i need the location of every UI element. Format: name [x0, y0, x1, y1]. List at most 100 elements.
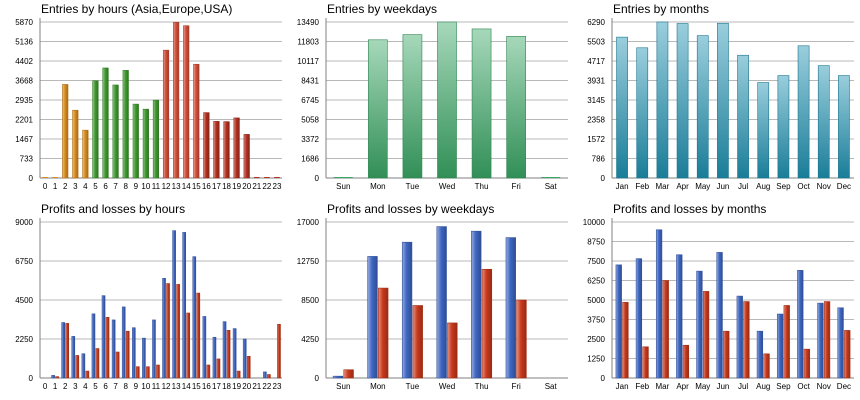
x-tick-label: Fri: [511, 382, 521, 391]
y-tick-label: 5058: [301, 116, 319, 125]
bar: [636, 47, 649, 179]
bar: [186, 312, 191, 379]
bar: [763, 353, 770, 379]
x-tick-label: Sat: [545, 182, 558, 191]
y-tick-label: 8750: [587, 238, 605, 247]
x-tick-label: Wed: [439, 182, 455, 191]
chart-title: Entries by hours (Asia,Europe,USA): [41, 2, 233, 16]
chart-svg: 0 1250 2500 3750 5000 6250 7500 8750 10000 Jan Feb…: [583, 218, 854, 391]
x-tick-label: Jan: [616, 382, 629, 391]
y-tick-label: 0: [601, 174, 606, 183]
y-tick-label: 6745: [301, 96, 319, 105]
chart-title: Profits and losses by weekdays: [327, 202, 495, 216]
x-tick-label: 0: [43, 182, 48, 191]
bar: [243, 134, 250, 179]
x-tick-label: 6: [103, 182, 108, 191]
bar: [193, 63, 200, 179]
bar: [696, 35, 709, 179]
bar: [71, 336, 76, 379]
x-tick-label: 11: [152, 182, 161, 191]
bar: [172, 230, 176, 379]
y-tick-label: 2500: [587, 335, 605, 344]
bar: [541, 177, 561, 178]
bar: [367, 256, 378, 379]
bar: [236, 370, 241, 379]
bar: [105, 317, 110, 379]
chart-svg: 0 4250 8500 12750 17000 Sun Mon Tue Wed Thu Fri Sat: [297, 218, 568, 391]
bar: [55, 376, 59, 379]
bar: [368, 39, 388, 179]
bar: [817, 65, 830, 179]
x-tick-label: 13: [172, 182, 181, 191]
bar: [51, 375, 55, 379]
bar: [152, 319, 156, 379]
bar: [203, 112, 210, 179]
bar: [254, 177, 260, 178]
bar: [702, 291, 710, 379]
x-tick-label: 2: [63, 382, 68, 391]
bar: [447, 322, 458, 379]
bar: [101, 295, 106, 379]
x-tick-label: Oct: [797, 382, 810, 391]
x-tick-label: 4: [83, 382, 88, 391]
bar: [81, 353, 86, 379]
x-tick-label: Apr: [676, 182, 689, 191]
bar: [817, 302, 824, 379]
y-tick-label: 4500: [15, 296, 33, 305]
bar: [471, 230, 482, 379]
x-tick-label: 15: [192, 382, 201, 391]
bar: [135, 366, 140, 379]
y-tick-label: 3750: [587, 316, 605, 325]
bar: [481, 268, 493, 379]
x-tick-label: Wed: [439, 382, 455, 391]
x-tick-label: 16: [202, 182, 211, 191]
x-tick-label: Jul: [738, 182, 748, 191]
x-tick-label: Thu: [475, 382, 489, 391]
bar: [401, 241, 413, 379]
bar: [736, 295, 743, 379]
x-tick-label: 21: [252, 382, 261, 391]
y-tick-label: 5000: [587, 296, 605, 305]
x-tick-label: 1: [53, 382, 58, 391]
x-tick-label: Mon: [370, 182, 386, 191]
x-tick-label: Nov: [817, 182, 831, 191]
y-tick-label: 3668: [15, 77, 33, 86]
bar: [121, 306, 126, 379]
y-tick-label: 5136: [15, 38, 33, 47]
bar: [72, 109, 79, 179]
x-tick-label: Dec: [837, 182, 851, 191]
x-tick-label: 22: [262, 182, 271, 191]
bar: [246, 356, 251, 379]
bar: [183, 25, 190, 179]
x-tick-label: Thu: [475, 182, 489, 191]
chart-title: Profits and losses by hours: [41, 202, 186, 216]
x-tick-label: May: [695, 382, 710, 391]
bar: [776, 313, 784, 379]
y-tick-label: 1572: [587, 135, 605, 144]
bar: [506, 36, 526, 179]
bar: [797, 270, 804, 379]
y-tick-label: 733: [20, 155, 34, 164]
bar: [173, 21, 180, 179]
x-tick-label: Oct: [797, 182, 810, 191]
chart-svg: 0 786 1572 2358 3145 3931 4717 5503 6290 Jan Feb Ma…: [587, 18, 854, 191]
y-tick-label: 11803: [297, 38, 319, 47]
bar: [803, 348, 811, 379]
x-tick-label: Jan: [616, 182, 629, 191]
y-tick-label: 6290: [587, 18, 605, 27]
x-tick-label: 17: [212, 382, 221, 391]
bar: [52, 177, 58, 178]
x-tick-label: Fri: [511, 182, 521, 191]
bar: [95, 348, 100, 379]
y-tick-label: 1467: [15, 135, 33, 144]
x-tick-label: Apr: [676, 382, 689, 391]
bar: [516, 299, 527, 379]
x-tick-label: Aug: [756, 182, 770, 191]
bar: [156, 364, 160, 379]
y-tick-label: 12750: [297, 257, 320, 266]
x-tick-label: 0: [43, 382, 48, 391]
bar: [192, 256, 197, 379]
chart-entries-by-weekdays: Entries by weekdays 0 1686 3372 5058 6745 843…: [286, 0, 572, 200]
y-tick-label: 2250: [15, 335, 33, 344]
y-tick-label: 4402: [15, 57, 33, 66]
